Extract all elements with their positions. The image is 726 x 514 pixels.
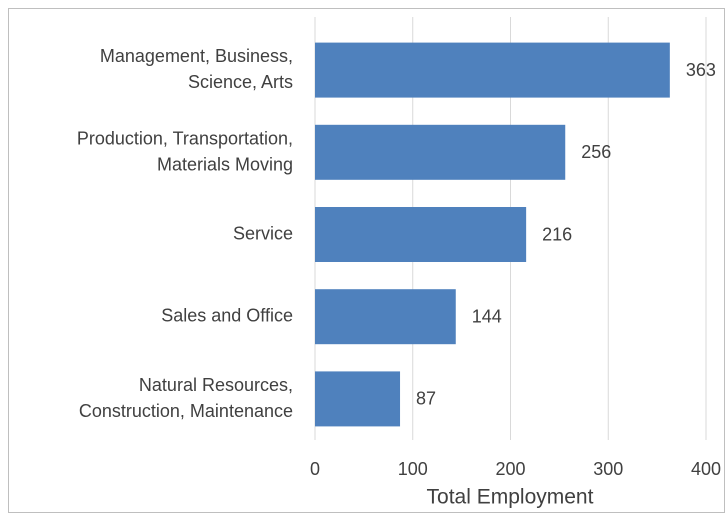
value-label: 363 bbox=[686, 60, 716, 80]
y-tick-label: Natural Resources, Construction, Maintena… bbox=[79, 375, 293, 421]
value-label: 256 bbox=[581, 142, 611, 162]
y-tick-label: Production, Transportation, Materials Mov… bbox=[77, 128, 293, 174]
value-label: 144 bbox=[472, 306, 502, 326]
value-label: 87 bbox=[416, 389, 436, 409]
bar bbox=[315, 371, 401, 427]
value-label: 216 bbox=[542, 224, 572, 244]
x-tick-label: 200 bbox=[495, 459, 525, 479]
bar bbox=[315, 42, 670, 98]
x-tick-label: 100 bbox=[398, 459, 428, 479]
bar bbox=[315, 124, 566, 180]
x-tick-label: 0 bbox=[310, 459, 320, 479]
bar bbox=[315, 207, 527, 262]
x-tick-label: 400 bbox=[691, 459, 721, 479]
y-tick-label: Management, Business, Science, Arts bbox=[100, 46, 293, 92]
y-tick-label: Service bbox=[233, 223, 293, 243]
bar bbox=[315, 289, 456, 345]
x-axis-label: Total Employment bbox=[427, 486, 594, 509]
y-tick-label: Sales and Office bbox=[161, 305, 293, 325]
x-tick-label: 300 bbox=[593, 459, 623, 479]
